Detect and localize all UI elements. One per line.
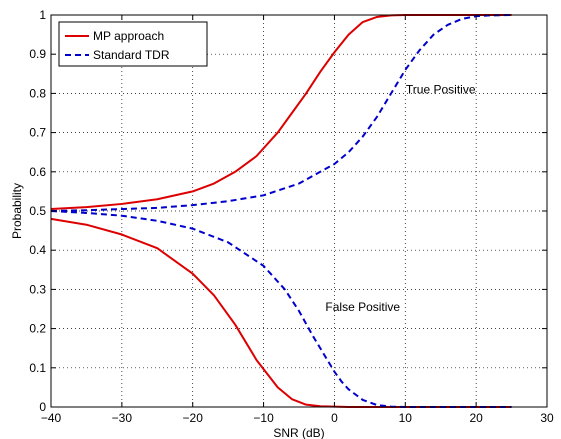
y-tick-label: 0.9: [29, 47, 46, 61]
y-tick-label: 1: [39, 8, 46, 22]
ticks: [50, 14, 548, 408]
x-tick-label: −20: [183, 411, 204, 425]
y-tick-label: 0: [39, 400, 46, 414]
y-tick-label: 0.7: [29, 126, 46, 140]
y-tick-label: 0.2: [29, 322, 46, 336]
x-tick-label: −30: [112, 411, 133, 425]
y-tick-label: 0.8: [29, 86, 46, 100]
y-axis-title: Probability: [10, 183, 24, 239]
tick-labels: −40 −30 −20 −10 0 10 20 30 0 0.1 0.2 0.3 0.4 0.5 0.6 0.…: [29, 8, 554, 425]
y-tick-label: 0.1: [29, 361, 46, 375]
legend: MP approach Standard TDR: [58, 21, 208, 67]
series-line-standard-tdr-2: [50, 14, 512, 212]
x-tick-label: 20: [469, 411, 483, 425]
x-tick-label: −10: [253, 411, 274, 425]
legend-box: [58, 21, 208, 67]
annotations: True Positive False Positive: [325, 82, 475, 314]
y-tick-label: 0.3: [29, 282, 46, 296]
legend-label-standard-tdr: Standard TDR: [93, 48, 170, 62]
annotation-label: False Positive: [325, 300, 400, 314]
x-tick-label: 30: [540, 411, 554, 425]
grid: [51, 15, 547, 407]
legend-label-mp-approach: MP approach: [93, 29, 164, 43]
y-tick-label: 0.4: [29, 243, 46, 257]
x-axis-title: SNR (dB): [273, 426, 324, 439]
x-tick-label: −40: [41, 411, 62, 425]
x-tick-label: 10: [399, 411, 413, 425]
annotation-label: True Positive: [406, 82, 476, 96]
y-tick-label: 0.6: [29, 165, 46, 179]
y-tick-label: 0.5: [29, 204, 46, 218]
x-tick-label: 0: [331, 411, 338, 425]
